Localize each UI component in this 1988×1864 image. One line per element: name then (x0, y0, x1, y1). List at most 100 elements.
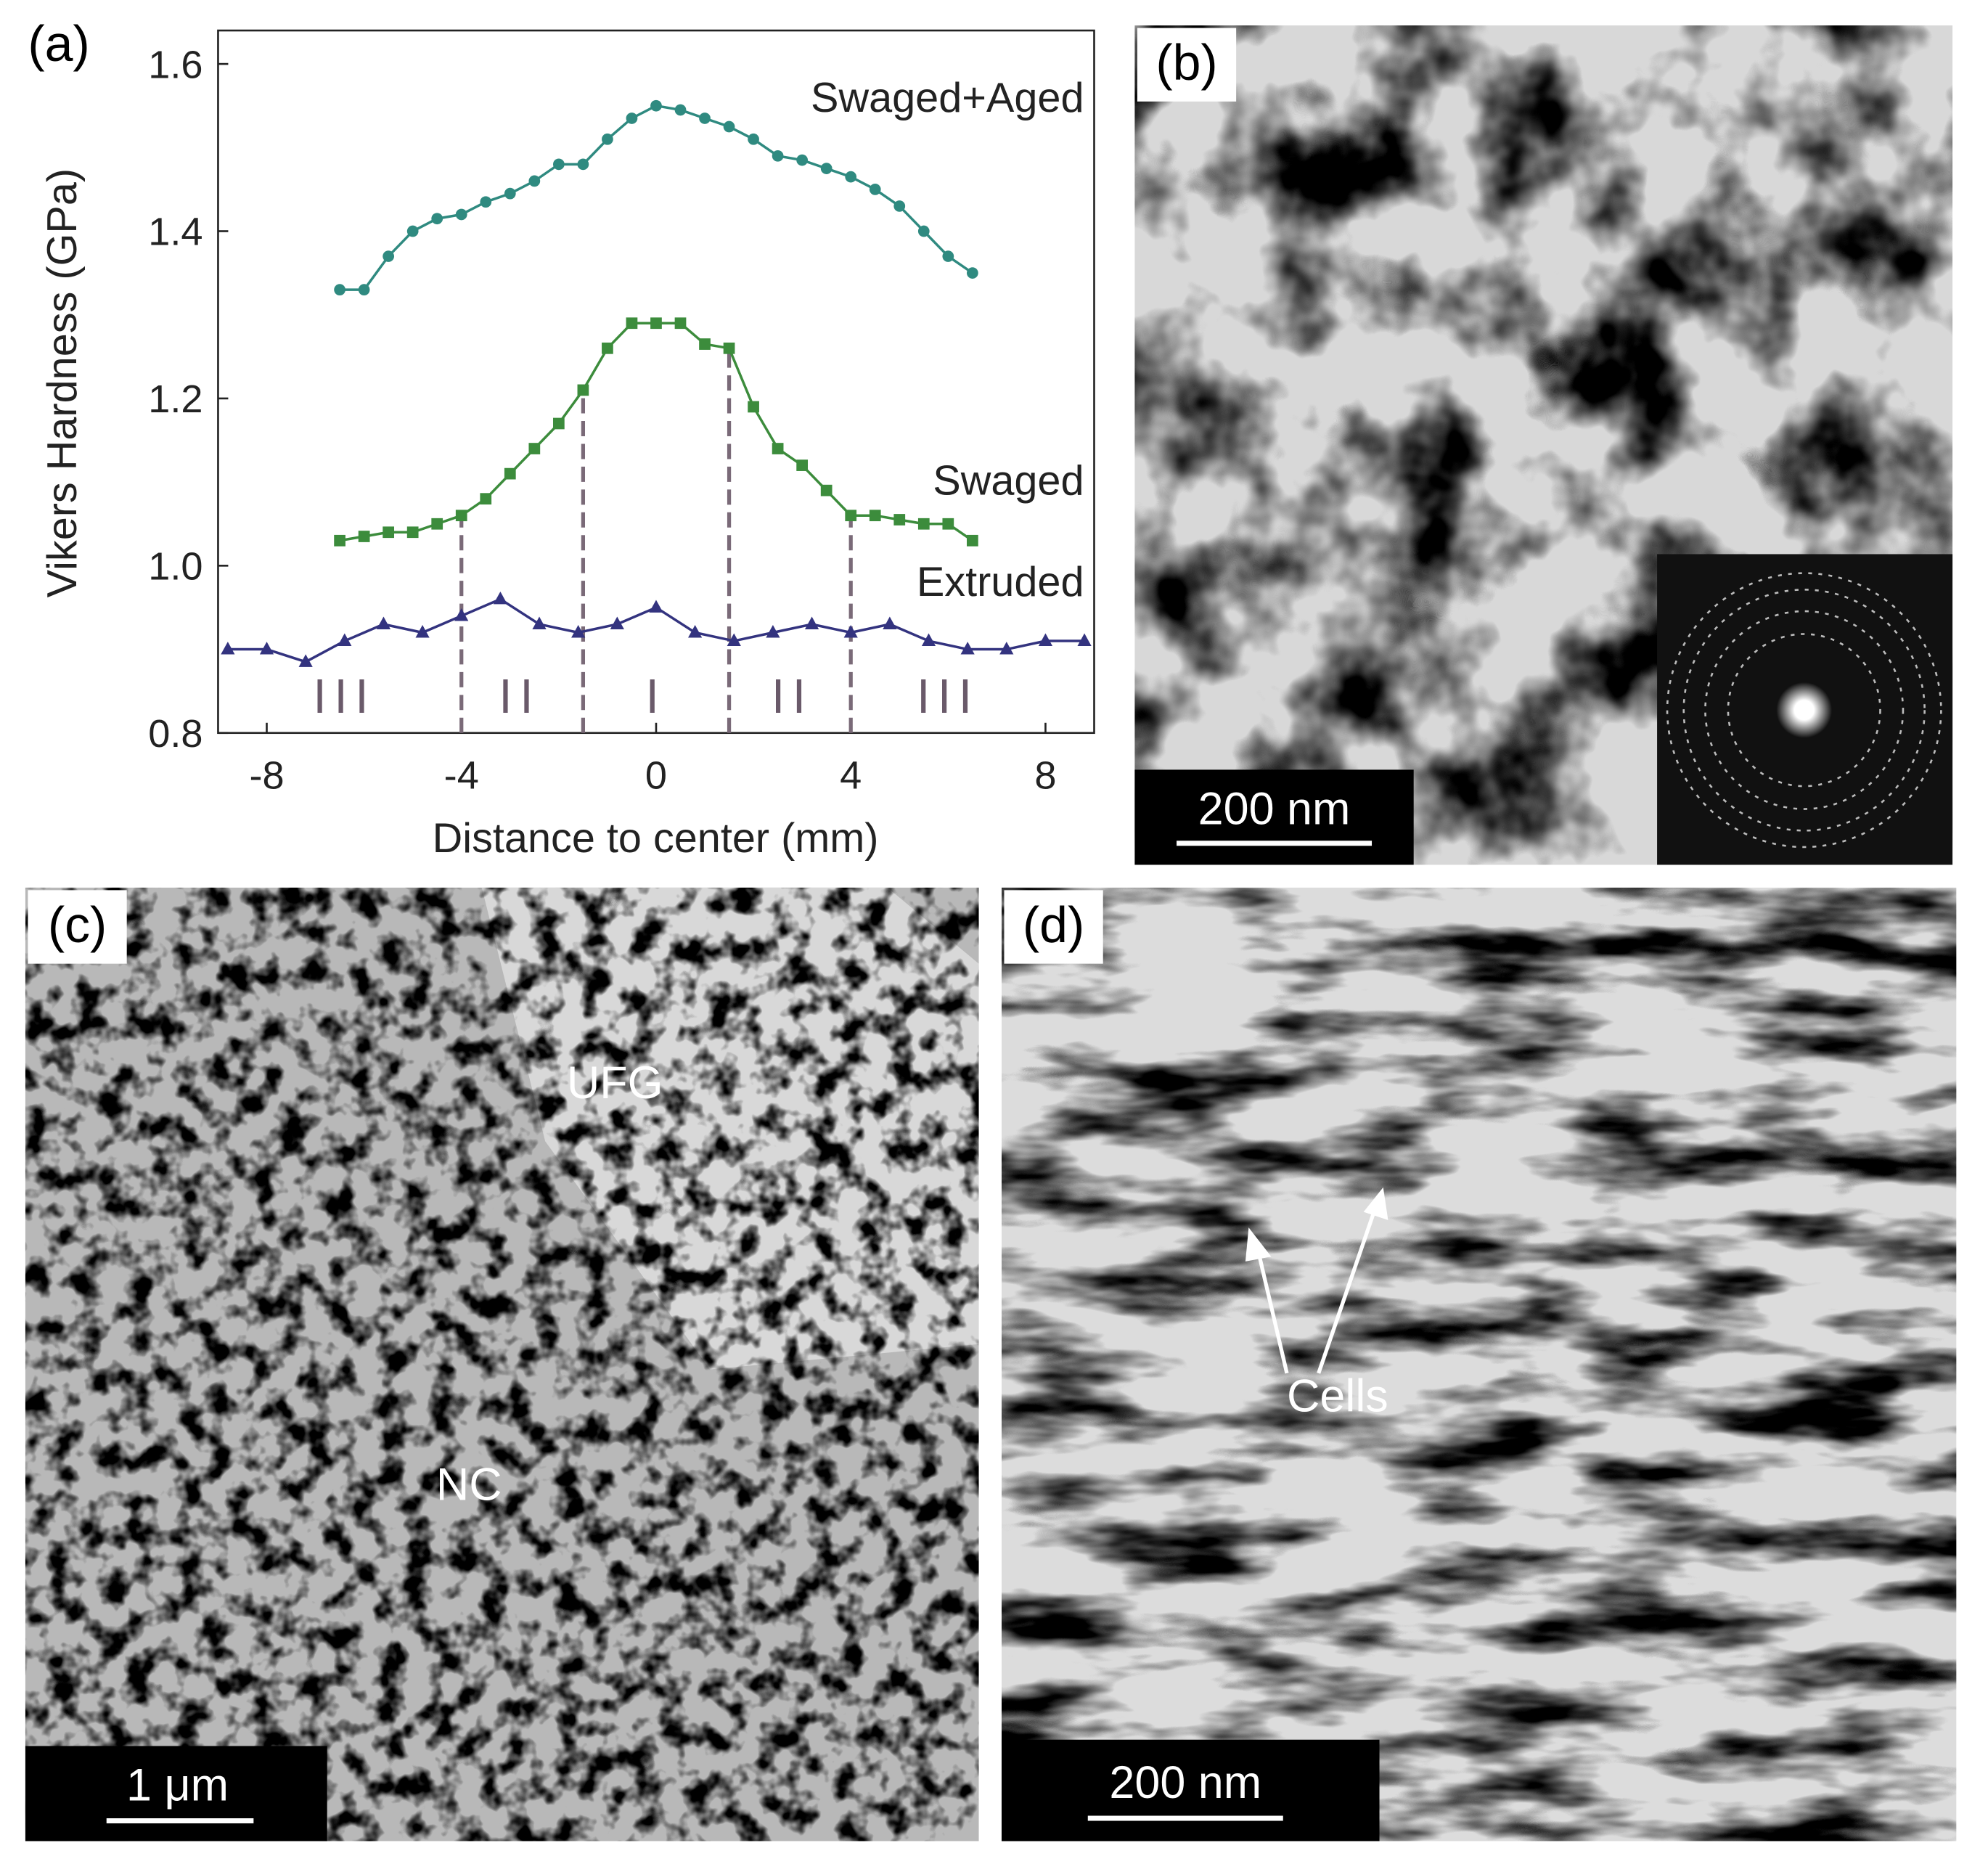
data-point (688, 625, 703, 638)
data-point (577, 158, 589, 171)
series-label: Swaged+Aged (811, 75, 1084, 121)
data-point (772, 443, 784, 454)
arrows (1245, 1187, 1388, 1374)
scale-bar-box (1001, 1739, 1380, 1841)
data-point (843, 625, 858, 638)
data-point (820, 163, 833, 174)
data-point (674, 104, 687, 116)
y-tick-label: 1.2 (148, 377, 203, 421)
data-point (406, 526, 419, 539)
micrograph-c: UFG NC 1 μm (c) (25, 887, 979, 1841)
series-label: Extruded (917, 559, 1084, 605)
x-tick-label: -8 (249, 754, 284, 798)
data-point (221, 642, 235, 655)
data-point (869, 184, 881, 195)
y-tick-label: 1.6 (148, 43, 203, 86)
data-point (552, 158, 565, 171)
data-point (455, 208, 467, 221)
data-point (610, 616, 624, 629)
panel-label-box (1137, 28, 1237, 102)
scale-bar-label: 200 nm (1109, 1757, 1261, 1808)
data-point (383, 526, 395, 539)
region-label: III (917, 670, 980, 724)
data-point (820, 484, 833, 496)
data-point (960, 642, 975, 655)
data-point (602, 342, 613, 354)
x-tick-label: 4 (840, 754, 862, 798)
data-point (649, 600, 663, 613)
data-point (431, 213, 443, 225)
data-point (358, 284, 370, 296)
data-point (431, 518, 443, 530)
micrograph-d: Cells 200 nm (d) (1001, 887, 1957, 1841)
scale-bar-box (25, 1746, 327, 1841)
region-label: I (646, 670, 667, 724)
chart-panel: (a) Distance to center (mm) Vikers Hardn… (28, 15, 1095, 862)
data-point (532, 616, 547, 629)
data-point (334, 284, 345, 296)
panel-label-box (1004, 890, 1103, 964)
data-point (893, 200, 906, 212)
data-point (528, 443, 541, 454)
region-label: II (772, 670, 814, 724)
data-point (966, 267, 978, 279)
data-point (406, 225, 419, 237)
data-point (358, 531, 370, 542)
region-label: III (313, 670, 376, 724)
data-point (454, 608, 469, 621)
micrograph-texture (25, 887, 979, 1841)
data-point (577, 384, 589, 396)
data-point (845, 510, 857, 522)
data-point (723, 342, 735, 354)
data-point (376, 616, 391, 629)
data-point (338, 633, 352, 647)
x-tick-label: 0 (645, 754, 667, 798)
data-point (796, 459, 809, 471)
data-point (804, 616, 819, 629)
data-point (415, 625, 430, 638)
data-point (917, 225, 930, 237)
y-tick-label: 0.8 (148, 712, 203, 756)
panel-label: (a) (28, 15, 89, 72)
panel-label-box (28, 890, 127, 964)
data-point (999, 642, 1014, 655)
data-point (1077, 633, 1092, 647)
data-point (748, 401, 759, 413)
data-point (796, 154, 809, 166)
data-point (727, 633, 741, 647)
data-point (772, 150, 784, 162)
data-point (334, 534, 345, 547)
data-point (1038, 633, 1053, 647)
data-point (869, 510, 881, 522)
data-point (383, 250, 395, 262)
annotation: NC (436, 1460, 502, 1511)
panel-label: (c) (48, 896, 107, 953)
data-point (921, 633, 936, 647)
data-point (723, 120, 735, 133)
data-point (493, 591, 507, 605)
data-point (455, 510, 467, 522)
x-tick-label: 8 (1034, 754, 1056, 798)
micrograph-texture (1001, 887, 1957, 1841)
annotation: UFG (567, 1058, 663, 1108)
data-point (480, 196, 492, 208)
data-point (942, 518, 954, 530)
central-spot (1776, 682, 1833, 738)
scale-bar-label: 200 nm (1198, 784, 1351, 835)
data-point (699, 338, 711, 350)
data-point (298, 654, 313, 667)
scale-bar-label: 1 μm (126, 1760, 229, 1811)
series-line (340, 104, 973, 291)
data-point (766, 625, 780, 638)
x-axis-label: Distance to center (mm) (433, 815, 879, 862)
plot-frame (217, 29, 1095, 735)
micrograph-b: 200 nm (b) (1134, 25, 1953, 865)
data-point (883, 616, 897, 629)
data-point (650, 99, 662, 112)
diffraction-rings (1666, 572, 1942, 849)
data-point (626, 113, 638, 124)
data-point (626, 317, 638, 330)
data-point (845, 171, 857, 183)
